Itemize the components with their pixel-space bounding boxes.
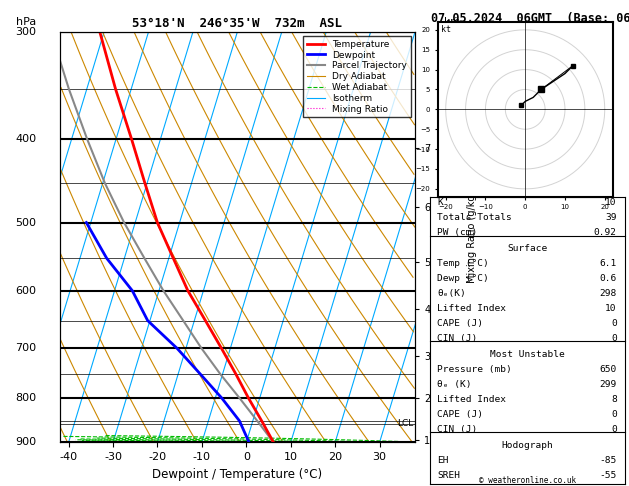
Text: K: K	[437, 198, 443, 207]
Text: Surface: Surface	[507, 244, 547, 254]
Text: 0: 0	[611, 334, 617, 343]
Text: Totals Totals: Totals Totals	[437, 213, 512, 222]
Text: -85: -85	[599, 456, 617, 465]
Text: 700: 700	[16, 343, 36, 353]
Text: 299: 299	[599, 380, 617, 389]
Text: -55: -55	[599, 471, 617, 480]
Text: SREH: SREH	[437, 471, 460, 480]
Text: hPa: hPa	[16, 17, 36, 27]
Text: 800: 800	[16, 393, 36, 403]
Text: Most Unstable: Most Unstable	[490, 350, 564, 359]
Text: PW (cm): PW (cm)	[437, 228, 477, 237]
Text: CAPE (J): CAPE (J)	[437, 410, 484, 419]
Text: 0: 0	[611, 425, 617, 434]
Text: 0.92: 0.92	[594, 228, 617, 237]
Text: EH: EH	[437, 456, 449, 465]
Text: 0.6: 0.6	[599, 274, 617, 283]
Text: 900: 900	[16, 437, 36, 447]
Text: Lifted Index: Lifted Index	[437, 304, 506, 313]
Text: 07.05.2024  06GMT  (Base: 06): 07.05.2024 06GMT (Base: 06)	[431, 12, 629, 25]
Text: 600: 600	[16, 286, 36, 295]
Text: 298: 298	[599, 289, 617, 298]
Text: 6.1: 6.1	[599, 260, 617, 268]
Text: Mixing Ratio (g/kg): Mixing Ratio (g/kg)	[467, 191, 477, 283]
Text: θₑ (K): θₑ (K)	[437, 380, 472, 389]
Text: kt: kt	[441, 25, 451, 35]
Text: 10: 10	[605, 198, 617, 207]
Text: 39: 39	[605, 213, 617, 222]
Title: 53°18'N  246°35'W  732m  ASL: 53°18'N 246°35'W 732m ASL	[133, 17, 342, 31]
Text: 300: 300	[16, 27, 36, 36]
Text: ASL: ASL	[443, 30, 463, 40]
Text: Hodograph: Hodograph	[501, 441, 553, 451]
Text: 400: 400	[16, 134, 36, 144]
Text: Lifted Index: Lifted Index	[437, 395, 506, 404]
X-axis label: Dewpoint / Temperature (°C): Dewpoint / Temperature (°C)	[152, 468, 323, 481]
Legend: Temperature, Dewpoint, Parcel Trajectory, Dry Adiabat, Wet Adiabat, Isotherm, Mi: Temperature, Dewpoint, Parcel Trajectory…	[303, 36, 411, 117]
Text: 8: 8	[611, 395, 617, 404]
Text: Dewp (°C): Dewp (°C)	[437, 274, 489, 283]
Text: 0: 0	[611, 410, 617, 419]
Text: θₑ(K): θₑ(K)	[437, 289, 466, 298]
Text: CIN (J): CIN (J)	[437, 425, 477, 434]
Text: Pressure (mb): Pressure (mb)	[437, 365, 512, 374]
Text: 650: 650	[599, 365, 617, 374]
Text: 0: 0	[611, 319, 617, 328]
Text: LCL: LCL	[398, 419, 414, 428]
Text: © weatheronline.co.uk: © weatheronline.co.uk	[479, 475, 576, 485]
Text: Temp (°C): Temp (°C)	[437, 260, 489, 268]
Text: 10: 10	[605, 304, 617, 313]
Text: CIN (J): CIN (J)	[437, 334, 477, 343]
Text: CAPE (J): CAPE (J)	[437, 319, 484, 328]
Text: km: km	[443, 17, 460, 27]
Text: 500: 500	[16, 218, 36, 227]
